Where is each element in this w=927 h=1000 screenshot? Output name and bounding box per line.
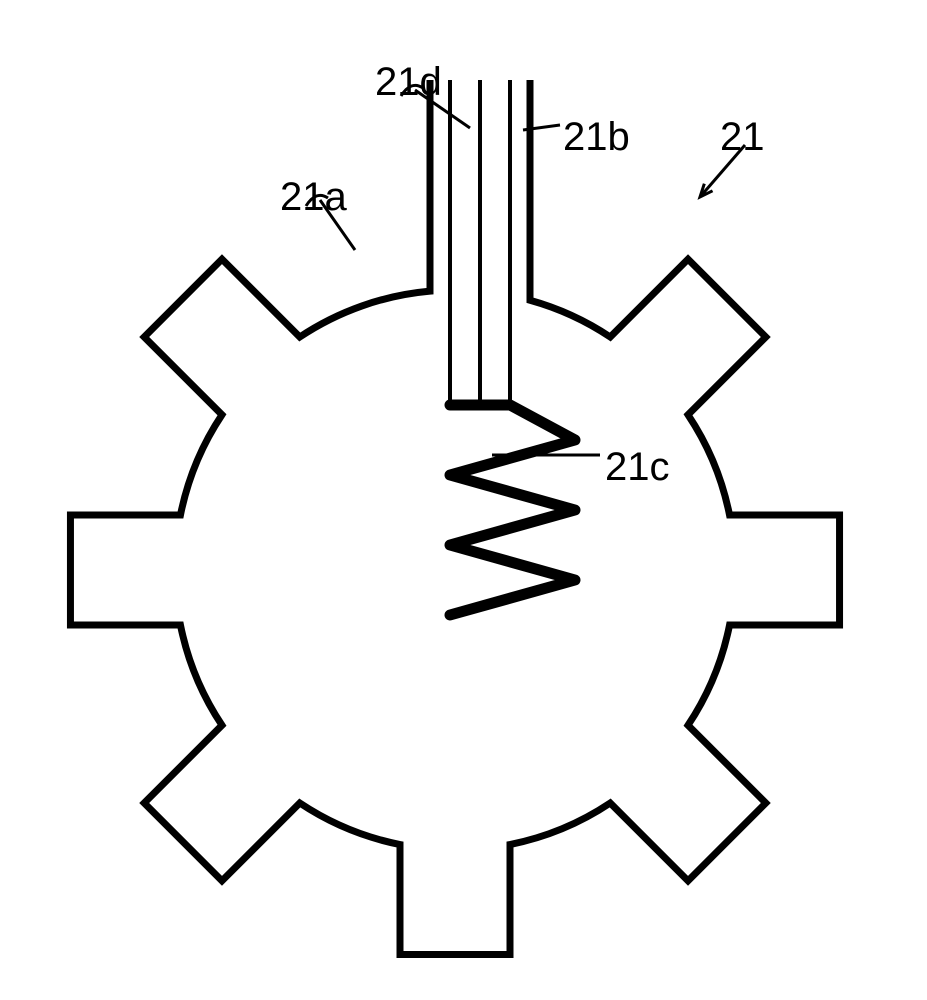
label-21a: 21a [280, 175, 347, 220]
label-21c: 21c [605, 445, 670, 490]
gear-body [70, 80, 839, 955]
label-21: 21 [720, 115, 765, 160]
label-21b: 21b [563, 115, 630, 160]
spring-coil [450, 405, 575, 615]
tube-assembly [450, 80, 510, 405]
label-21d: 21d [375, 60, 442, 105]
